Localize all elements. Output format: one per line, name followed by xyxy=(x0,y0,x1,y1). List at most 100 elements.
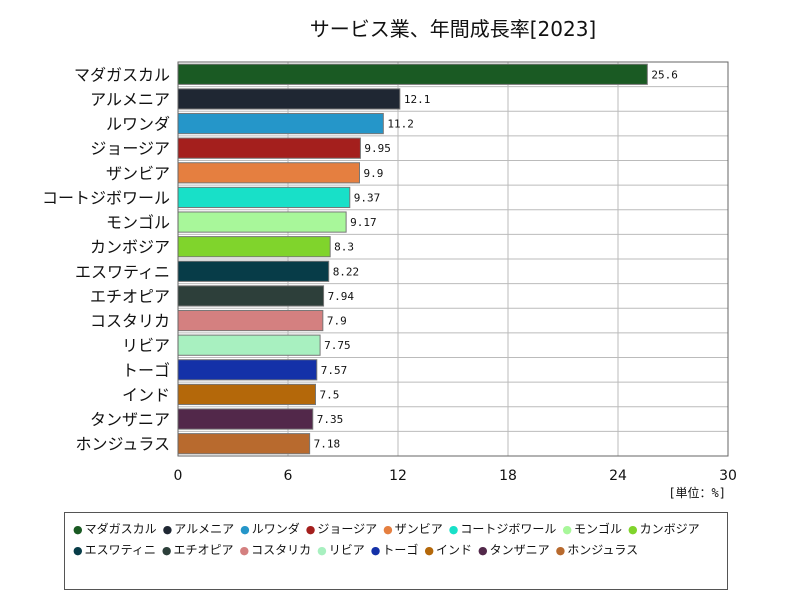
category-label: コスタリカ xyxy=(90,312,170,331)
legend-item: ● ザンビア xyxy=(383,519,443,540)
x-tick-label: 0 xyxy=(174,468,183,484)
bar-value-label: 11.2 xyxy=(387,118,414,131)
legend-label: ルワンダ xyxy=(251,522,300,536)
bar xyxy=(177,112,384,135)
legend-label: インド xyxy=(436,543,473,557)
legend-label: マダガスカル xyxy=(84,522,157,536)
legend-label: タンザニア xyxy=(489,543,550,557)
bar xyxy=(177,137,361,159)
unit-label: [単位：%] xyxy=(668,485,726,500)
legend-marker-icon: ● xyxy=(73,523,83,536)
legend-label: モンゴル xyxy=(573,522,622,536)
bar xyxy=(177,63,648,85)
legend-marker-icon: ● xyxy=(370,544,381,557)
legend-item: ● コスタリカ xyxy=(240,540,312,561)
bar-value-label: 7.5 xyxy=(320,388,340,401)
bar-value-label: 9.9 xyxy=(364,167,384,180)
x-tick-label: 18 xyxy=(499,468,517,484)
bar-value-label: 9.95 xyxy=(364,142,391,155)
bar xyxy=(177,186,351,209)
legend-label: ホンジュラス xyxy=(567,543,639,557)
legend-item: ● タンザニア xyxy=(478,540,550,561)
legend-marker-icon: ● xyxy=(424,544,434,557)
category-label: タンザニア xyxy=(90,410,170,429)
category-label: インド xyxy=(122,385,170,404)
legend-item: ● リビア xyxy=(317,540,365,561)
plot-frame xyxy=(177,61,729,457)
bar xyxy=(177,285,325,307)
legend-label: アルメニア xyxy=(174,522,235,536)
bar xyxy=(177,88,401,110)
legend-marker-icon: ● xyxy=(562,523,572,536)
bar-value-label: 12.1 xyxy=(404,93,431,106)
bar-value-label: 8.22 xyxy=(333,265,360,278)
legend-item: ● エスワティニ xyxy=(73,540,156,561)
bar xyxy=(177,408,314,430)
legend-item: ● ホンジュラス xyxy=(556,540,639,561)
legend-marker-icon: ● xyxy=(383,523,393,536)
legend-item: ● ルワンダ xyxy=(240,519,300,540)
legend-item: ● アルメニア xyxy=(163,519,235,540)
category-label: コートジボワール xyxy=(42,188,170,207)
x-tick-label: 6 xyxy=(284,468,293,484)
legend-marker-icon: ● xyxy=(161,544,172,557)
bar xyxy=(177,309,324,332)
bar-value-label: 25.6 xyxy=(651,68,678,81)
category-label: ザンビア xyxy=(106,164,170,183)
category-label: カンボジア xyxy=(90,238,170,257)
legend-item: ● ジョージア xyxy=(306,519,377,540)
legend-marker-icon: ● xyxy=(73,544,83,557)
category-label: トーゴ xyxy=(122,361,170,380)
legend-item: ● カンボジア xyxy=(628,519,700,540)
legend-label: ジョージア xyxy=(317,522,378,536)
bar xyxy=(177,236,331,258)
legend-label: エチオピア xyxy=(173,543,234,557)
legend-item: ● インド xyxy=(424,540,472,561)
category-label: エチオピア xyxy=(90,287,170,306)
legend-marker-icon: ● xyxy=(555,544,566,557)
bar xyxy=(177,433,311,455)
legend-marker-icon: ● xyxy=(305,523,316,536)
bar xyxy=(177,334,321,356)
bars: 25.6 12.1 11.2 9.95 9.9 9.37 9.17 8.3 8.22 7.94 7.… xyxy=(177,63,678,455)
bar-value-label: 9.17 xyxy=(350,216,377,229)
legend-label: コートジボワール xyxy=(460,522,557,536)
legend-label: リビア xyxy=(328,543,365,557)
category-labels: マダガスカルアルメニアルワンダジョージアザンビアコートジボワールモンゴルカンボジ… xyxy=(42,65,170,453)
legend-marker-icon: ● xyxy=(239,544,250,557)
x-axis-ticks: 0 6 12 18 24 30 xyxy=(174,468,737,484)
category-label: アルメニア xyxy=(90,90,170,109)
bar xyxy=(177,359,318,381)
category-label: エスワティニ xyxy=(75,262,170,281)
category-label: ルワンダ xyxy=(106,115,170,134)
legend-label: ザンビア xyxy=(394,522,443,536)
legend-marker-icon: ● xyxy=(628,523,638,536)
category-label: ホンジュラス xyxy=(75,435,170,454)
legend-marker-icon: ● xyxy=(162,523,173,536)
x-tick-label: 24 xyxy=(609,468,627,484)
legend-marker-icon: ● xyxy=(448,523,459,536)
bar-value-label: 7.35 xyxy=(317,413,344,426)
legend: ● マダガスカル ● アルメニア ● ルワンダ ● ジョージア ● ザンビア ● コートジボワール ● モ… xyxy=(64,512,728,590)
bar-value-label: 7.57 xyxy=(321,364,348,377)
bar-value-label: 8.3 xyxy=(334,241,354,254)
bar-value-label: 7.94 xyxy=(328,290,355,303)
legend-item: ● マダガスカル xyxy=(73,519,157,540)
bar xyxy=(177,383,316,406)
legend-item: ● コートジボワール xyxy=(449,519,557,540)
category-label: ジョージア xyxy=(90,139,170,158)
category-label: マダガスカル xyxy=(74,65,170,84)
chart-title: サービス業、年間成長率[2023] xyxy=(310,17,597,41)
x-tick-label: 30 xyxy=(719,468,737,484)
legend-label: カンボジア xyxy=(639,522,700,536)
legend-item: ● エチオピア xyxy=(162,540,234,561)
legend-label: エスワティニ xyxy=(84,543,156,557)
bar xyxy=(177,211,347,233)
bar xyxy=(177,162,360,184)
legend-item: ● トーゴ xyxy=(371,540,419,561)
bar-value-label: 7.75 xyxy=(324,339,351,352)
bar-value-label: 9.37 xyxy=(354,191,381,204)
bar-value-label: 7.18 xyxy=(314,438,341,451)
category-label: モンゴル xyxy=(106,213,170,232)
